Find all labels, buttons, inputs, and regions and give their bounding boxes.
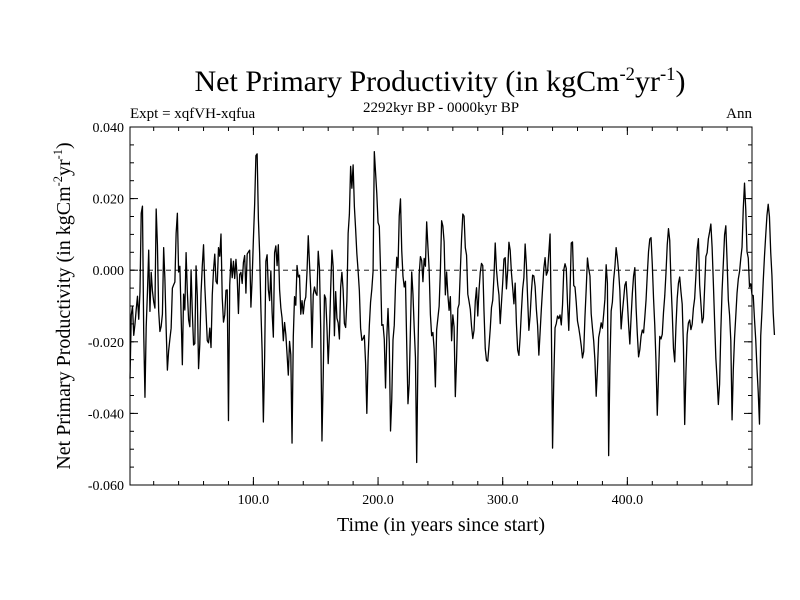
y-tick-label: 0.000 (93, 264, 125, 279)
y-tick-label: 0.020 (93, 193, 125, 208)
x-tick-label: 200.0 (362, 493, 394, 508)
x-tick-label: 100.0 (238, 493, 270, 508)
series-line-npp-anomaly (129, 151, 776, 464)
y-axis-label: Net Primary Productivity (in kgCm-2yr-1) (51, 142, 75, 469)
chart-title: Net Primary Productivity (in kgCm-2yr-1) (195, 64, 686, 98)
subtitle-season: Ann (726, 106, 752, 122)
x-axis-label: Time (in years since start) (337, 514, 545, 536)
subtitle-time-range: 2292kyr BP - 0000kyr BP (363, 100, 519, 116)
axis-ticks: -0.060 -0.040 -0.020 0.000 0.020 0.040 100.0 20… (88, 121, 752, 508)
x-tick-label: 400.0 (612, 493, 644, 508)
series-group (129, 151, 776, 464)
y-tick-label: 0.040 (93, 121, 125, 136)
x-tick-label: 300.0 (487, 493, 519, 508)
subtitle-experiment: Expt = xqfVH-xqfua (130, 106, 255, 122)
y-tick-label: -0.060 (88, 479, 124, 494)
y-tick-label: -0.040 (88, 407, 124, 422)
y-tick-label: -0.020 (88, 336, 124, 351)
